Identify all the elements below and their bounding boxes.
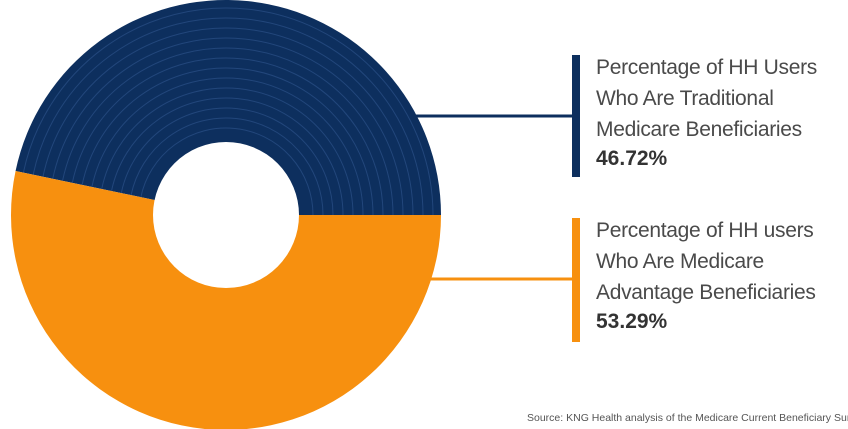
leader-lines [400, 114, 574, 281]
legend-label-line: Advantage Beneficiaries [596, 281, 816, 304]
legend-label-line: Who Are Traditional [596, 87, 774, 110]
slice-1 [11, 170, 441, 429]
ring-line [22, 7, 434, 216]
ring-line [52, 37, 404, 216]
legend-value-advantage: 53.29% [596, 310, 668, 333]
ring-line [62, 47, 394, 216]
legend-text-advantage: Percentage of HH users Who Are Medicare … [596, 215, 848, 336]
ring-line [91, 77, 364, 216]
donut-hole [153, 142, 299, 288]
ring-line [81, 67, 374, 216]
legend-label-line: Medicare Beneficiaries [596, 118, 802, 141]
ring-line [101, 87, 354, 216]
legend-label-line: Who Are Medicare [596, 250, 764, 273]
legend-marker-traditional [572, 55, 580, 177]
slice-ring-pattern [22, 7, 434, 216]
ring-line [140, 127, 314, 216]
ring-line [120, 107, 334, 216]
source-note: Source: KNG Health analysis of the Medic… [527, 412, 848, 424]
ring-line [42, 27, 414, 216]
ring-line [32, 17, 424, 216]
ring-line [71, 57, 384, 216]
ring-line [110, 97, 344, 216]
ring-line [130, 117, 324, 216]
legend-text-traditional: Percentage of HH Users Who Are Tradition… [596, 52, 848, 173]
legend-marker-advantage [572, 218, 580, 342]
legend-label-line: Percentage of HH users [596, 219, 814, 242]
legend-label-line: Percentage of HH Users [596, 56, 817, 79]
legend-value-traditional: 46.72% [596, 147, 668, 170]
